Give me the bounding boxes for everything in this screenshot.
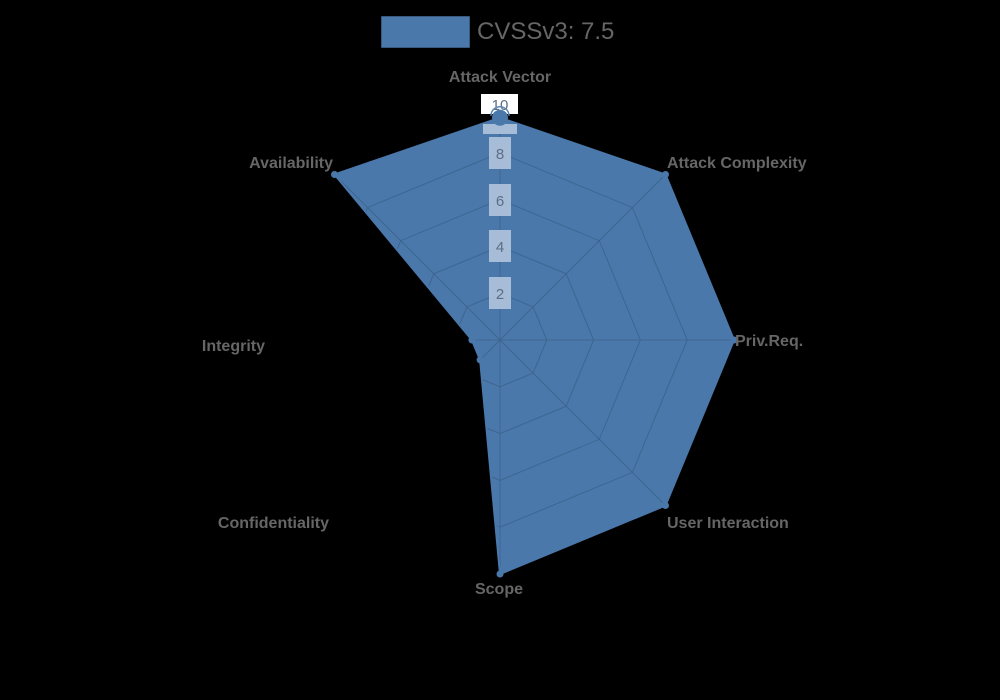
svg-text:CVSSv3: 7.5: CVSSv3: 7.5 <box>477 18 614 45</box>
svg-text:Attack Vector: Attack Vector <box>449 69 551 86</box>
svg-text:6: 6 <box>496 193 504 210</box>
svg-text:Scope: Scope <box>475 581 523 598</box>
svg-text:Attack Complexity: Attack Complexity <box>667 155 807 172</box>
svg-text:2: 2 <box>496 286 504 303</box>
svg-text:Priv.Req.: Priv.Req. <box>735 333 803 350</box>
svg-text:Integrity: Integrity <box>202 338 265 355</box>
svg-text:4: 4 <box>496 239 504 256</box>
svg-text:8: 8 <box>496 146 504 163</box>
svg-text:Availability: Availability <box>249 155 333 172</box>
svg-text:User Interaction: User Interaction <box>667 515 789 532</box>
svg-text:Confidentiality: Confidentiality <box>218 515 329 532</box>
